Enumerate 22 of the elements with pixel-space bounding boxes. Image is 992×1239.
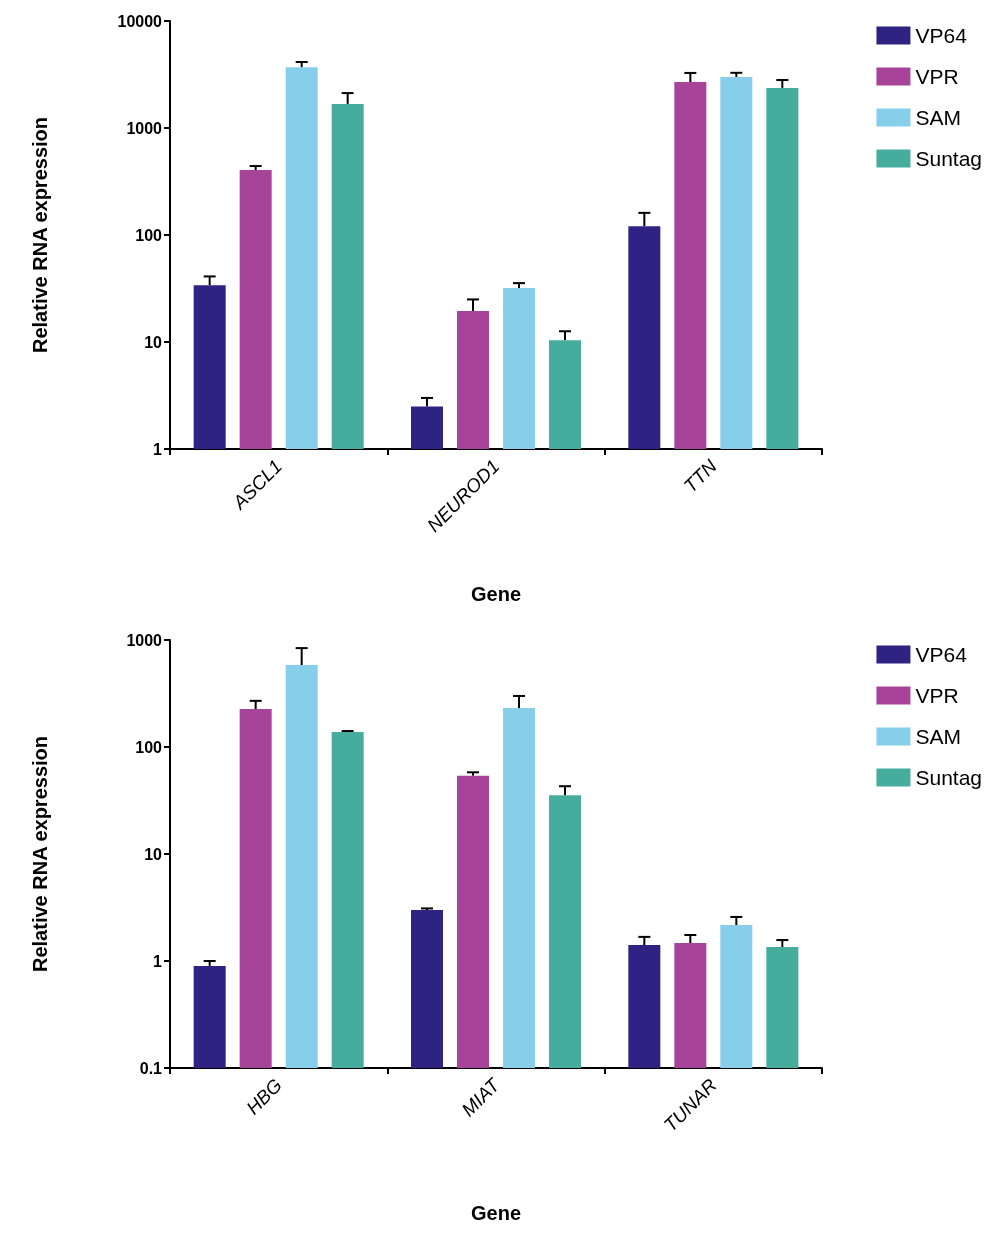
legend-label: SAM xyxy=(915,106,961,129)
y-tick-label: 1000 xyxy=(126,631,163,649)
y-tick-label: 10 xyxy=(144,845,163,863)
y-tick-label: 1 xyxy=(153,952,163,970)
y-tick-label: 100 xyxy=(135,226,163,244)
legend-label: Suntag xyxy=(915,147,982,170)
y-tick-label: 100 xyxy=(135,738,163,756)
legend-label: VP64 xyxy=(915,24,968,47)
legend-label: Suntag xyxy=(915,766,982,789)
legend-label: VP64 xyxy=(915,643,968,666)
y-tick-label: 10 xyxy=(144,333,163,351)
y-tick-label: 0.1 xyxy=(139,1059,163,1077)
y-tick-label: 1000 xyxy=(126,119,163,137)
x-axis-title: Gene xyxy=(470,1202,522,1224)
legend-label: VPR xyxy=(915,65,959,88)
x-axis-title: Gene xyxy=(470,583,522,605)
y-tick-label: 10000 xyxy=(117,12,163,30)
y-axis-title: Relative RNA expression xyxy=(29,116,51,354)
y-tick-label: 1 xyxy=(153,440,163,458)
legend-label: SAM xyxy=(915,725,961,748)
y-axis-title: Relative RNA expression xyxy=(29,735,51,973)
legend-label: VPR xyxy=(915,684,959,707)
